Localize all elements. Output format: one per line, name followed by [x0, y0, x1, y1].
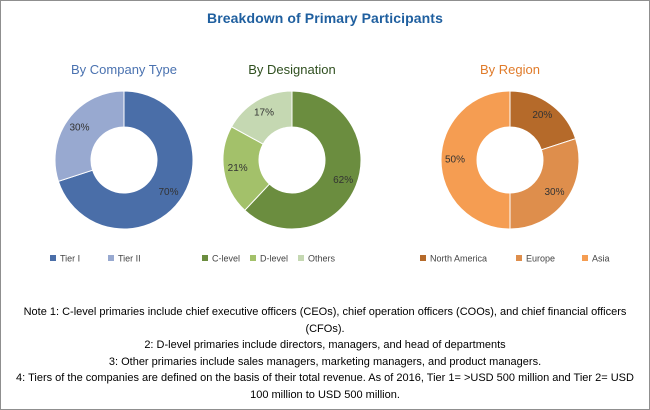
legend-swatch [298, 254, 304, 261]
slice-value-label: 17% [254, 107, 274, 118]
slice-value-label: 70% [158, 187, 178, 198]
slice-value-label: 21% [228, 163, 248, 174]
designation-chart-panel: By Designation 62% 21% 17% C-level D-level O… [202, 56, 382, 266]
donut-slice [244, 90, 362, 230]
slice-value-label: 62% [333, 175, 353, 186]
company-type-donut-chart: 70% 30% [54, 90, 194, 230]
region-donut-chart: 20% 30% 50% [440, 90, 580, 230]
slice-value-label: 50% [445, 155, 465, 166]
notes: Note 1: C-level primaries include chief … [7, 304, 643, 403]
slice-value-label: 20% [532, 110, 552, 121]
donut-slice [509, 138, 580, 230]
company-type-legend: Tier I Tier II [34, 252, 214, 266]
legend-swatch [50, 254, 56, 261]
slice-value-label: 30% [69, 122, 89, 133]
chart-title: By Region [480, 62, 540, 77]
legend-item: Tier II [108, 252, 141, 265]
legend-label: C-level [212, 253, 241, 264]
designation-legend: C-level D-level Others [202, 252, 382, 266]
slice-value-label: 30% [544, 187, 564, 198]
note-4: 4: Tiers of the companies are defined on… [16, 372, 634, 401]
legend-label: Tier I [60, 253, 81, 264]
donut-slice [440, 90, 511, 230]
note-3: 3: Other primaries include sales manager… [108, 355, 542, 368]
region-legend: North America Europe Asia [420, 252, 610, 266]
legend-swatch [202, 254, 208, 261]
legend-label: Tier II [118, 253, 141, 264]
legend-item: Asia [582, 252, 610, 265]
chart-title: By Company Type [71, 62, 177, 77]
donut-slice [57, 90, 194, 230]
legend-swatch [516, 254, 522, 261]
legend-swatch [250, 254, 256, 261]
legend-item: C-level [202, 252, 240, 265]
legend-label: North America [430, 253, 488, 264]
donut-hole [91, 127, 157, 193]
company-type-chart-panel: By Company Type 70% 30% Tier I Tier II [34, 56, 214, 266]
note-2: 2: D-level primaries include directors, … [144, 339, 506, 351]
legend-item: Others [298, 252, 335, 265]
figure-title: Breakdown of Primary Participants [207, 10, 443, 26]
legend-label: Others [308, 253, 336, 264]
donut-hole [259, 127, 325, 193]
donut-slice [54, 90, 125, 182]
note-1: Note 1: C-level primaries include chief … [23, 306, 627, 335]
legend-label: Asia [592, 253, 610, 264]
legend-swatch [582, 254, 588, 261]
legend-label: Europe [526, 253, 556, 264]
legend-item: Tier I [50, 252, 80, 265]
legend-item: D-level [250, 252, 288, 265]
donut-slice [230, 90, 293, 145]
legend-swatch [108, 254, 114, 261]
legend-item: Europe [516, 252, 555, 265]
legend-swatch [420, 254, 426, 261]
designation-donut-chart: 62% 21% 17% [222, 90, 362, 230]
legend-item: North America [420, 252, 487, 265]
legend-label: D-level [260, 253, 289, 264]
chart-title: By Designation [248, 62, 336, 77]
donut-hole [477, 127, 543, 193]
region-chart-panel: By Region 20% 30% 50% North America Europe A… [420, 56, 610, 266]
